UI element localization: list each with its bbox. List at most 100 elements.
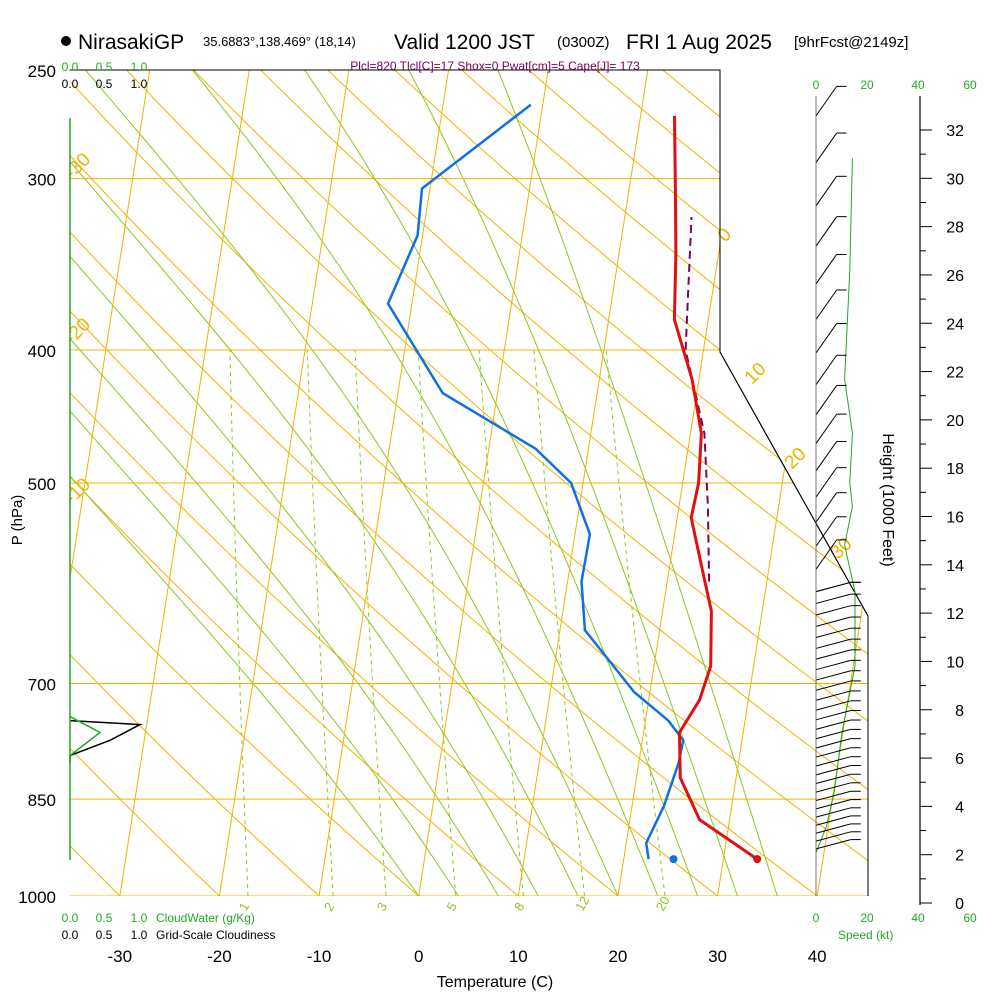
wind-barb [815, 492, 838, 523]
pressure-tick-label: 400 [28, 342, 56, 361]
wind-barb [815, 132, 838, 163]
wind-barb [815, 839, 851, 850]
wind-barb [815, 756, 851, 767]
cloudiness-tick-top: 1.0 [131, 77, 148, 91]
temperature-tick-label: 40 [808, 947, 827, 966]
valid-time: Valid 1200 JST [394, 31, 535, 54]
speed-tick-bottom: 60 [963, 911, 977, 925]
parcel-line [684, 217, 711, 582]
cloudiness-label: Grid-Scale Cloudiness [156, 928, 275, 942]
moist-adiabat [408, 70, 738, 896]
height-tick-label: 24 [946, 316, 964, 333]
x-axis-label: Temperature (C) [437, 974, 553, 991]
valid-date: FRI 1 Aug 2025 [626, 31, 772, 54]
cloudwater-tick-bottom: 0.0 [62, 911, 79, 925]
wind-barb [815, 385, 838, 416]
wind-barb [815, 747, 851, 758]
surface-dewpoint-marker [669, 855, 678, 864]
station-name: NirasakiGP [78, 31, 184, 54]
dry-adiabat [540, 70, 868, 896]
isotherm-label: -10 [61, 474, 95, 508]
height-tick-label: 18 [946, 461, 964, 478]
isotherm-label: 10 [741, 359, 771, 389]
height-tick-label: 4 [955, 799, 964, 816]
height-tick-label: 22 [946, 365, 964, 382]
height-tick-label: 10 [946, 654, 964, 671]
wind-barb [815, 719, 851, 730]
cloudwater-tick-top: 0.5 [96, 60, 113, 74]
isotherm-label: 0 [714, 224, 736, 246]
speed-tick-top: 0 [813, 78, 820, 92]
dry-adiabat [70, 70, 554, 896]
wind-barb [815, 799, 851, 810]
wind-barb [815, 413, 838, 444]
wind-barb [815, 700, 851, 711]
height-tick-label: 14 [946, 558, 964, 575]
dry-adiabat [70, 70, 868, 896]
mixing-ratio-label: 2 [321, 900, 338, 914]
isotherm [70, 70, 72, 896]
wind-barb [815, 86, 838, 117]
wind-barb [815, 815, 851, 826]
dry-adiabat [70, 70, 150, 896]
wind-barb [815, 790, 851, 802]
wind-barb [815, 773, 851, 785]
wind-barb [815, 605, 851, 616]
moist-adiabat [85, 70, 619, 896]
station-coords: 35.6883°,138.469° (18,14) [203, 34, 356, 49]
wind-barb [815, 690, 851, 701]
wind-barb [815, 831, 851, 842]
temperature-tick-label: -30 [108, 947, 133, 966]
cloudiness-tick-bottom: 0.5 [96, 928, 113, 942]
dry-adiabat [70, 70, 857, 896]
mixing-ratio-line [478, 349, 524, 896]
dry-adiabat [70, 70, 453, 896]
temperature-tick-label: 20 [608, 947, 627, 966]
speed-label: Speed (kt) [838, 928, 893, 942]
forecast-info: [9hrFcst@2149z] [794, 34, 908, 51]
pressure-tick-label: 1000 [18, 888, 56, 907]
wind-barb [815, 807, 851, 818]
speed-tick-top: 60 [963, 78, 977, 92]
pressure-tick-label: 850 [28, 791, 56, 810]
pressure-tick-label: 700 [28, 675, 56, 694]
surface-temperature-marker [753, 855, 762, 864]
temperature-line [672, 115, 759, 861]
moist-adiabat [70, 70, 499, 896]
wind-barb [815, 323, 838, 354]
mixing-ratio-line [605, 349, 666, 896]
mixing-ratio-label: 8 [511, 900, 528, 914]
cloudiness-tick-bottom: 0.0 [62, 928, 79, 942]
dry-adiabat [221, 70, 868, 896]
speed-tick-bottom: 0 [813, 911, 820, 925]
mixing-ratio-line [306, 349, 334, 896]
wind-barb [815, 659, 851, 671]
mixing-ratio-label: 3 [374, 900, 391, 914]
cloudwater-label: CloudWater (g/Kg) [156, 911, 255, 925]
dry-adiabat [70, 70, 756, 896]
parcel-params: Plcl=820 Tlcl[C]=17 Shox=0 Pwat[cm]=5 Ca… [350, 59, 640, 73]
moist-adiabat [70, 70, 579, 896]
wind-speed-profile [815, 158, 856, 853]
dry-adiabat [70, 70, 655, 896]
height-tick-label: 28 [946, 220, 964, 237]
temperature-tick-label: 0 [414, 947, 423, 966]
wind-barb [815, 216, 838, 247]
speed-tick-bottom: 40 [911, 911, 925, 925]
dry-adiabat [70, 70, 251, 896]
cloudwater-tick-top: 1.0 [131, 60, 148, 74]
isotherm [413, 70, 570, 896]
height-tick-label: 12 [946, 606, 964, 623]
isotherm [70, 70, 172, 896]
height-tick-label: 32 [946, 123, 964, 140]
moist-adiabat [70, 70, 420, 896]
wind-barb [815, 738, 851, 749]
dewpoint-line [386, 103, 685, 860]
dry-adiabat [70, 70, 352, 896]
wind-barb [815, 354, 838, 386]
wind-barb [815, 516, 838, 547]
isotherm-label: 30 [827, 534, 857, 564]
wind-barb [815, 254, 838, 285]
valid-zulu: (0300Z) [557, 34, 610, 51]
